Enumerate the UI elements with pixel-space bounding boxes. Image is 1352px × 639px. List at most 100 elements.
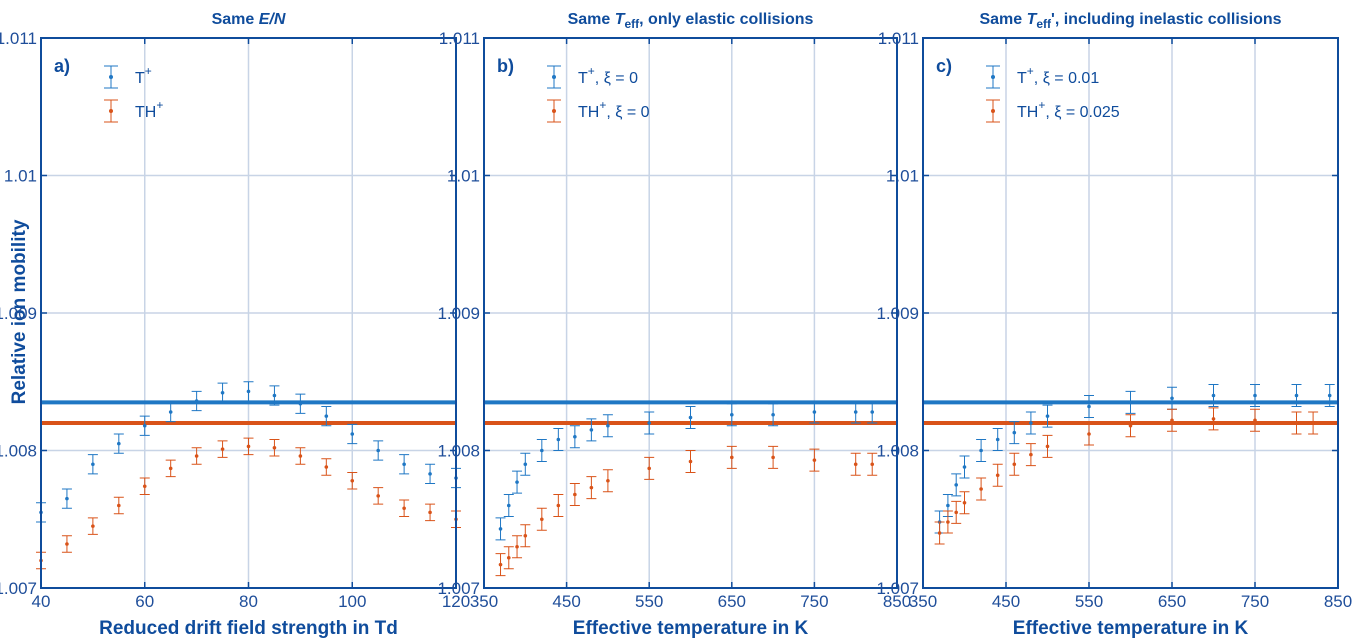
data-point: [992, 463, 1003, 487]
data-point: [850, 452, 861, 476]
marker: [350, 478, 355, 483]
legend-label-suffix: , ξ = 0: [606, 104, 649, 121]
data-point: [1009, 421, 1020, 445]
legend-label-superscript: +: [156, 98, 163, 112]
data-point: [951, 473, 962, 497]
marker: [168, 410, 173, 414]
data-point: [269, 439, 280, 457]
legend-marker: [109, 109, 113, 113]
marker: [523, 533, 528, 538]
legend-label-base: T: [1017, 70, 1027, 87]
marker: [402, 506, 406, 511]
marker: [506, 555, 511, 560]
x-tick-label: 350: [909, 592, 937, 611]
series-1: [495, 400, 878, 541]
data-point: [586, 418, 597, 442]
x-tick-label: 650: [718, 592, 746, 611]
data-point: [644, 411, 655, 435]
data-point: [726, 445, 737, 469]
legend-marker: [109, 75, 113, 79]
marker: [117, 503, 121, 508]
marker: [65, 496, 69, 501]
marker: [979, 448, 983, 453]
marker: [91, 462, 95, 467]
legend-label: TH+, ξ = 0.025: [1017, 98, 1120, 121]
marker: [812, 410, 817, 414]
x-tick-label: 650: [1158, 592, 1186, 611]
marker: [1211, 393, 1216, 398]
data-point: [165, 401, 176, 423]
legend-marker: [991, 109, 995, 113]
marker: [540, 517, 544, 522]
marker: [954, 483, 958, 487]
x-tick-label: 750: [800, 592, 828, 611]
marker: [168, 466, 173, 471]
data-point: [1208, 407, 1219, 431]
data-point: [536, 439, 547, 462]
data-point: [425, 463, 436, 484]
marker: [428, 510, 432, 515]
legend-label-superscript: +: [1038, 98, 1045, 112]
data-point: [113, 433, 124, 454]
legend-entry-1: T+: [104, 64, 152, 89]
data-point: [139, 477, 150, 495]
data-point: [321, 458, 332, 476]
x-tick-label: 450: [552, 592, 580, 611]
legend-label-superscript: +: [145, 64, 152, 78]
panel-letter: c): [936, 56, 952, 76]
marker: [324, 465, 329, 469]
data-point: [399, 454, 410, 475]
marker: [376, 448, 380, 453]
marker: [556, 503, 561, 508]
x-tick-label: 40: [32, 592, 51, 611]
marker: [540, 448, 544, 453]
data-point: [295, 393, 306, 414]
data-point: [165, 459, 176, 478]
data-point: [61, 535, 72, 553]
title-subscript: eff: [1036, 17, 1052, 31]
marker: [376, 494, 380, 498]
marker: [688, 415, 693, 420]
data-point: [1250, 408, 1260, 432]
marker: [1012, 430, 1017, 435]
data-point: [373, 487, 384, 505]
data-point: [569, 483, 580, 506]
x-tick-label: 60: [135, 592, 154, 611]
marker: [589, 485, 594, 490]
data-point: [809, 448, 820, 472]
data-point: [512, 535, 523, 559]
legend-label-superscript: +: [588, 64, 595, 78]
panel-3: 350 450 550 650 750 8501.0071.0081.0091.011.0…: [876, 11, 1352, 639]
panel-letter: a): [54, 56, 70, 76]
marker: [324, 414, 329, 418]
data-point: [1042, 434, 1053, 458]
data-point: [1167, 386, 1177, 410]
data-point: [976, 439, 987, 462]
y-tick-label: 1.011: [878, 29, 919, 48]
marker: [995, 437, 1000, 442]
data-point: [1208, 384, 1219, 407]
legend-label-base: TH: [578, 104, 599, 121]
legend-label-base: TH: [1017, 104, 1038, 121]
marker: [730, 455, 734, 460]
marker: [246, 389, 251, 394]
data-point: [1250, 384, 1260, 407]
data-point: [976, 477, 987, 501]
data-point: [809, 400, 820, 424]
marker: [556, 437, 561, 442]
x-tick-label: 750: [1241, 592, 1269, 611]
data-point: [269, 385, 280, 406]
marker: [194, 454, 199, 458]
marker: [142, 423, 147, 428]
marker: [1211, 417, 1216, 421]
x-axis-label: Reduced drift field strength in Td: [99, 618, 398, 639]
data-point: [942, 510, 953, 534]
data-point: [1025, 443, 1036, 467]
marker: [937, 531, 942, 535]
marker: [272, 445, 277, 450]
legend-marker: [552, 109, 556, 113]
marker: [1045, 444, 1050, 449]
marker: [1294, 393, 1299, 398]
x-axis-label: Effective temperature in K: [573, 618, 809, 639]
